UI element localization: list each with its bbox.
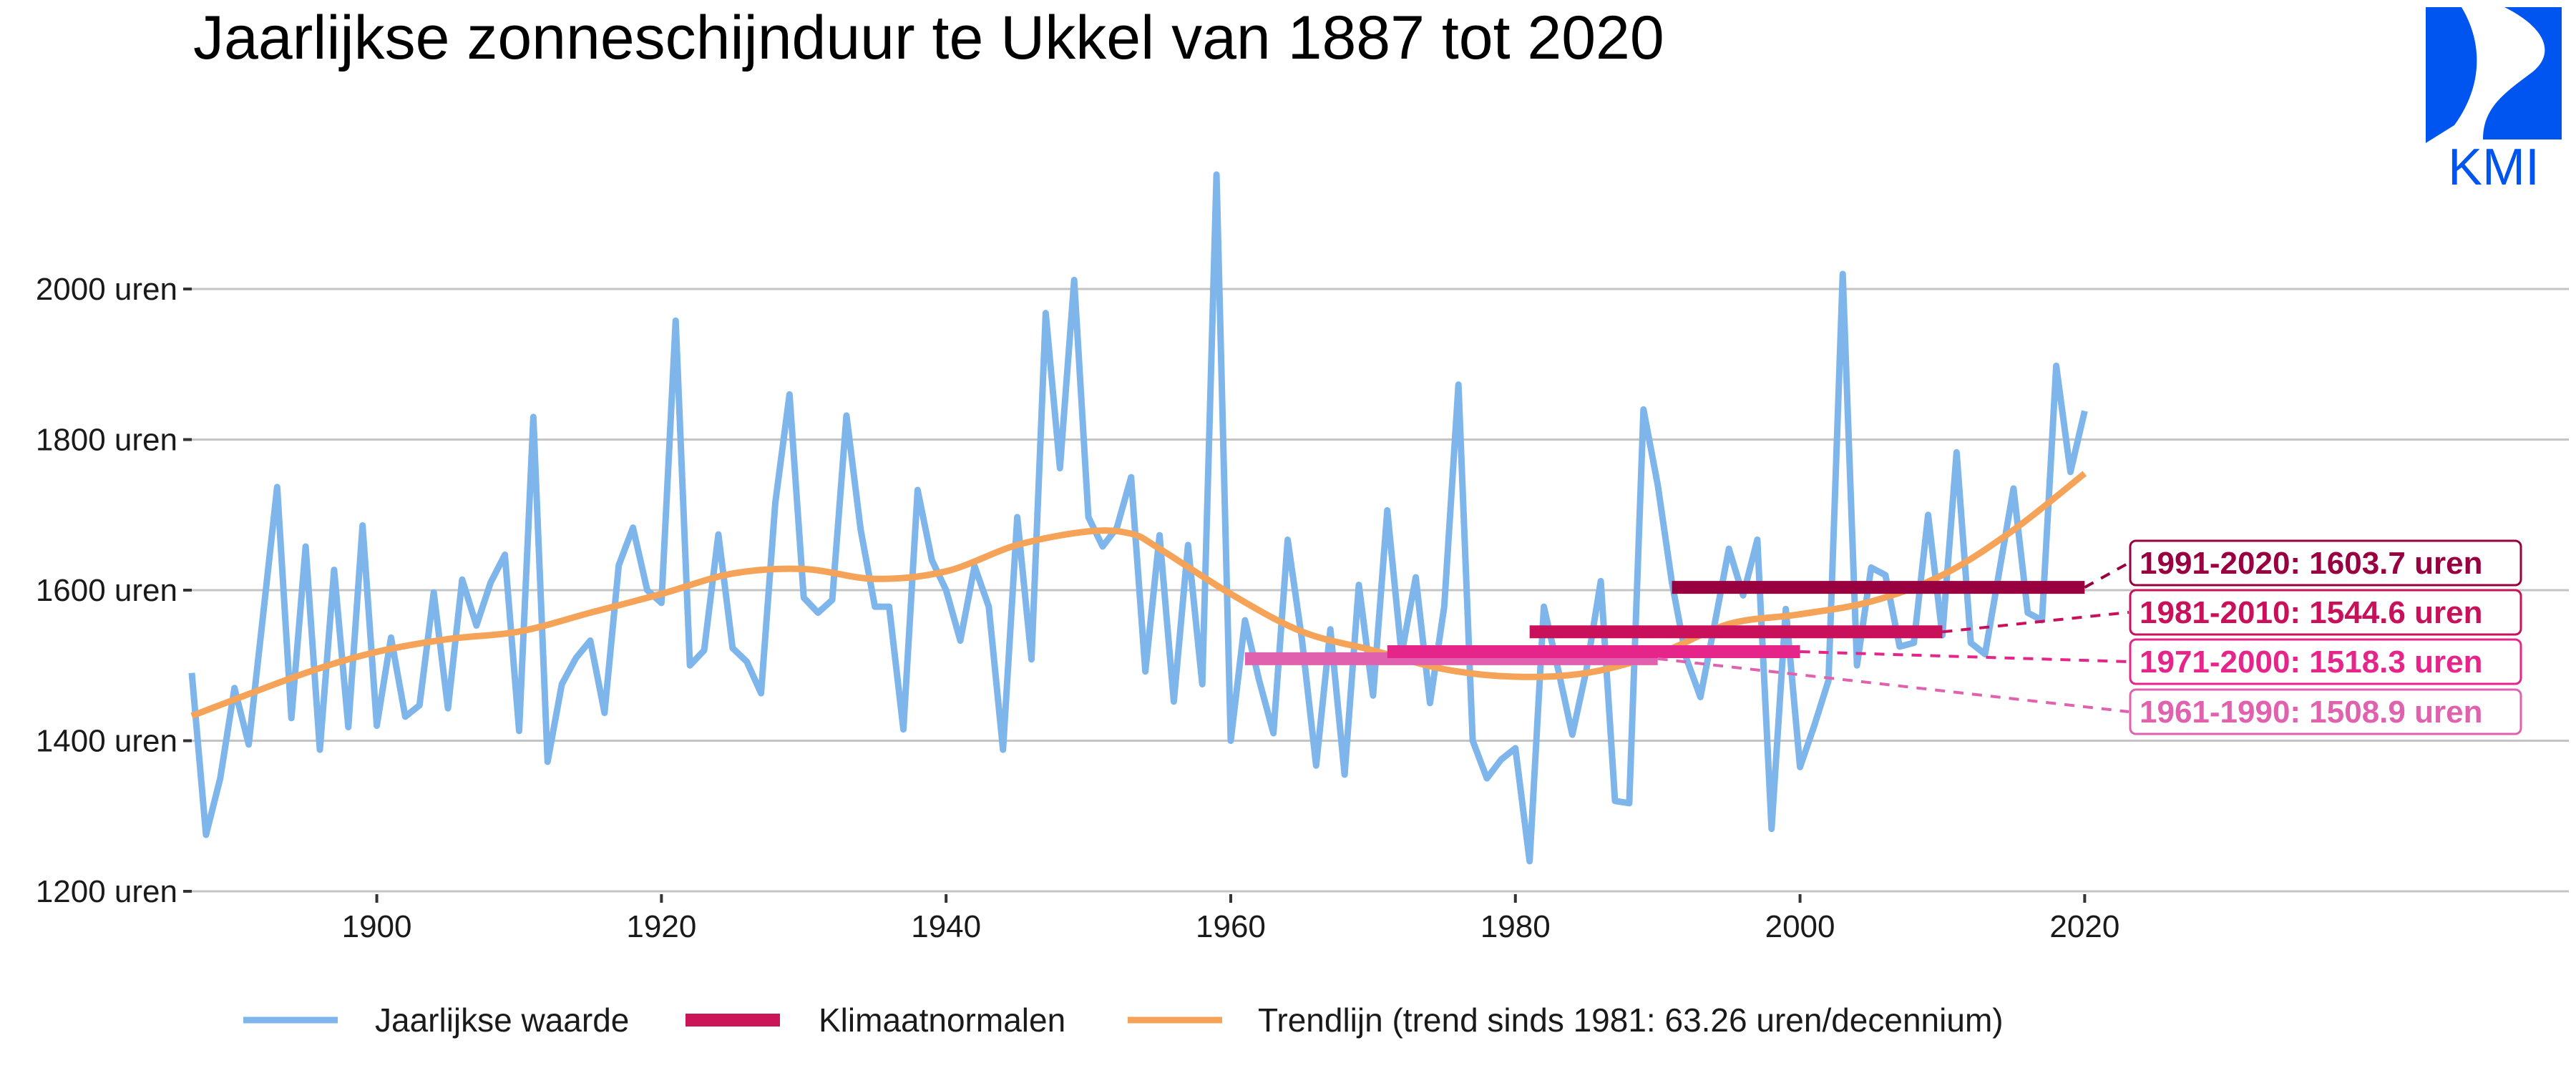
- x-tick-label: 1940: [911, 909, 981, 944]
- legend-label-yearly: Jaarlijkse waarde: [375, 1001, 629, 1039]
- x-axis: 1900 1920 1940 1960 1980 2000 2020: [342, 894, 2119, 944]
- normal-label: 1961-1990: 1508.9 uren: [2140, 695, 2482, 730]
- normal-label-box: [2129, 589, 2522, 636]
- yearly-values-line: [188, 171, 2088, 865]
- legend-label-normals: Klimaatnormalen: [819, 1001, 1065, 1039]
- y-tick-label: 1400 uren: [36, 724, 177, 759]
- logo-text: KMI: [2448, 139, 2540, 196]
- x-tick-label: 1900: [342, 909, 412, 944]
- normal-label-box: [2129, 688, 2522, 735]
- normal-label: 1981-2010: 1544.6 uren: [2140, 595, 2482, 630]
- x-tick-label: 2020: [2049, 909, 2119, 944]
- legend: Jaarlijkse waarde Klimaatnormalen Trendl…: [243, 1001, 2004, 1039]
- normal-labels: 1961-1990: 1508.9 uren 1971-2000: 1518.3 …: [1657, 539, 2522, 735]
- series-lines: [188, 171, 2088, 865]
- normal-connector: [1942, 611, 2129, 634]
- y-tick-label: 1600 uren: [36, 573, 177, 608]
- x-tick-label: 1920: [626, 909, 696, 944]
- x-tick-label: 2000: [1765, 909, 1835, 944]
- chart-title: Jaarlijkse zonneschijnduur te Ukkel van …: [193, 4, 1664, 72]
- normal-label-box: [2129, 539, 2522, 587]
- normal-connector: [1657, 657, 2129, 713]
- y-tick-label: 2000 uren: [36, 272, 177, 307]
- trend-line: [190, 471, 2087, 719]
- y-tick-label: 1200 uren: [36, 874, 177, 909]
- x-tick-label: 1960: [1196, 909, 1266, 944]
- normal-connector: [2084, 562, 2129, 589]
- y-axis: 1200 uren 1400 uren 1600 uren 1800 uren 2000…: [36, 272, 192, 909]
- normal-label: 1971-2000: 1518.3 uren: [2140, 645, 2482, 680]
- normal-label: 1991-2020: 1603.7 uren: [2140, 546, 2482, 581]
- normal-label-box: [2129, 638, 2522, 685]
- x-tick-label: 1980: [1480, 909, 1551, 944]
- logo-shape-left: [2426, 7, 2477, 143]
- logo-shape-right: [2483, 7, 2562, 139]
- normal-connector: [1800, 650, 2129, 663]
- y-tick-label: 1800 uren: [36, 423, 177, 458]
- kmi-logo: KMI: [2426, 7, 2562, 196]
- climate-normals: [1244, 581, 2085, 665]
- legend-label-trend: Trendlijn (trend sinds 1981: 63.26 uren/…: [1258, 1001, 2004, 1039]
